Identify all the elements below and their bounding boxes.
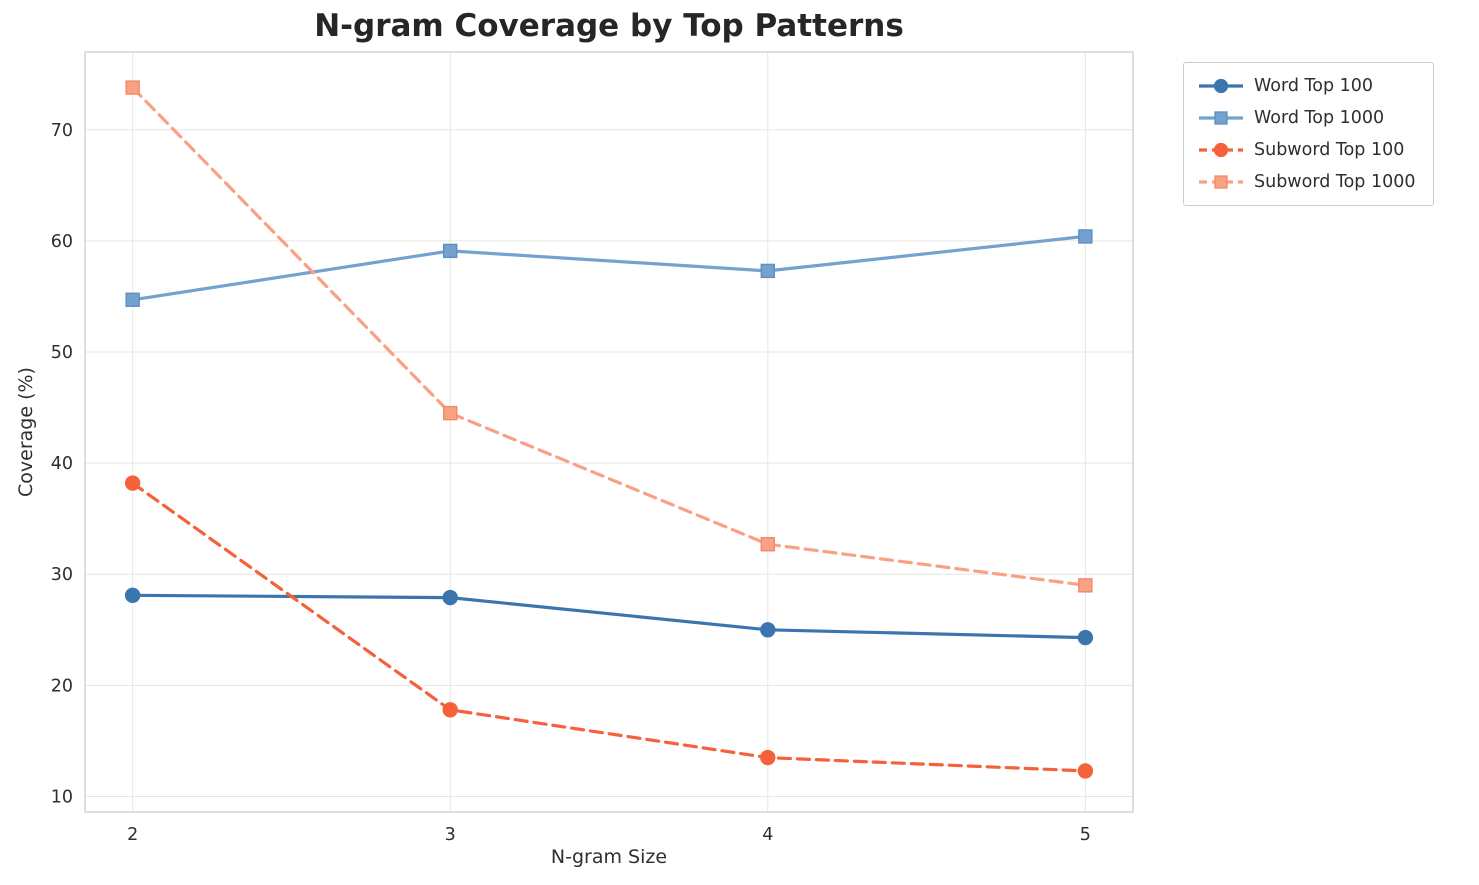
data-point-marker	[125, 292, 140, 307]
data-point-marker	[124, 587, 141, 604]
chart-title: N-gram Coverage by Top Patterns	[314, 8, 904, 44]
data-point-marker	[760, 749, 776, 766]
data-point-marker	[442, 589, 458, 606]
svg-text:40: 40	[51, 454, 73, 474]
legend-item: Subword Top 100	[1197, 140, 1416, 160]
series-word-top-1000	[125, 229, 1093, 307]
series-subword-top-1000	[125, 80, 1093, 593]
data-point-marker	[125, 80, 140, 95]
legend-item: Word Top 100	[1197, 76, 1416, 96]
y-tick-labels: 10 20 30 40 50 60 70	[51, 121, 73, 808]
legend-label: Word Top 1000	[1254, 108, 1385, 128]
data-point-marker	[760, 622, 776, 638]
svg-text:70: 70	[51, 121, 73, 141]
svg-text:10: 10	[51, 787, 73, 807]
svg-text:60: 60	[51, 232, 73, 252]
legend-swatch-icon	[1199, 142, 1243, 158]
legend-label: Subword Top 1000	[1254, 172, 1416, 192]
legend: Word Top 100 Word Top 1000 Subword Top 100…	[1183, 62, 1434, 206]
svg-text:50: 50	[51, 343, 73, 363]
data-point-marker	[1078, 578, 1093, 593]
svg-text:20: 20	[51, 676, 73, 696]
legend-swatch-icon	[1199, 78, 1243, 94]
data-point-marker	[760, 537, 775, 552]
svg-text:4: 4	[762, 825, 773, 845]
svg-text:30: 30	[51, 565, 73, 585]
svg-text:5: 5	[1080, 825, 1091, 845]
legend-swatch-icon	[1199, 175, 1243, 189]
svg-text:3: 3	[445, 825, 456, 845]
plot-border	[84, 51, 1134, 813]
legend-label: Word Top 100	[1254, 76, 1374, 96]
data-point-marker	[443, 243, 458, 259]
gridlines	[85, 52, 1133, 812]
y-axis-label: Coverage (%)	[15, 367, 37, 497]
legend-swatch-icon	[1199, 111, 1243, 125]
series-word-top-100	[124, 587, 1094, 646]
x-tick-labels: 2 3 4 5	[127, 825, 1091, 845]
legend-item: Subword Top 1000	[1197, 172, 1416, 192]
svg-text:2: 2	[127, 825, 138, 845]
data-point-marker	[1077, 763, 1094, 779]
data-point-marker	[443, 405, 458, 421]
data-point-marker	[124, 475, 141, 491]
legend-item: Word Top 1000	[1197, 108, 1416, 128]
legend-label: Subword Top 100	[1254, 140, 1405, 160]
x-axis-label: N-gram Size	[550, 846, 668, 868]
data-point-marker	[442, 702, 458, 718]
data-point-marker	[1077, 629, 1094, 646]
series-subword-top-100	[124, 475, 1094, 779]
data-point-marker	[1078, 229, 1093, 244]
data-point-marker	[760, 263, 775, 279]
